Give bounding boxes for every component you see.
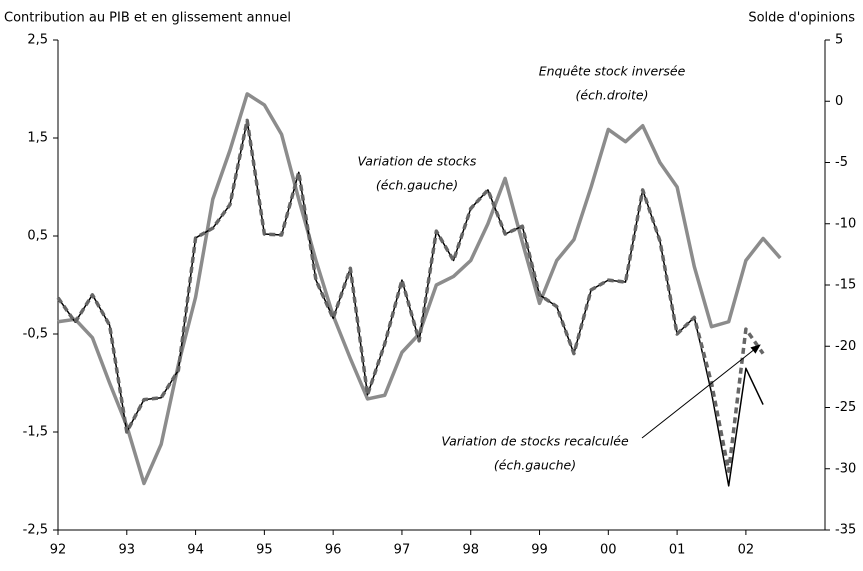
y-tick-label: 1,5 [27,131,48,146]
y2-tick-label: 0 [835,94,843,109]
y-axis-title: Contribution au PIB et en glissement ann… [4,11,291,26]
x-tick-label: 98 [462,543,479,558]
series-line [57,92,782,486]
annotation-arrow [641,344,761,439]
annotation: Enquête stock inversée [539,64,686,79]
y2-tick-label: -10 [835,216,856,231]
y2-tick-label: -30 [835,461,856,476]
annotation: Variation de stocks [358,154,477,169]
y2-axis-title: Solde d'opinions [748,11,855,26]
x-tick-label: 01 [669,543,686,558]
y-tick-label: -2,5 [23,523,48,538]
x-tick-label: 02 [738,543,755,558]
y-tick-label: 2,5 [27,33,48,48]
y-tick-label: -1,5 [23,425,48,440]
x-tick-label: 95 [256,543,273,558]
y-tick-label: -0,5 [23,327,48,342]
x-tick-label: 92 [50,543,67,558]
y2-tick-label: -25 [835,400,856,415]
x-tick-label: 94 [187,543,204,558]
series-line [56,118,765,473]
x-tick-label: 97 [394,543,411,558]
y2-tick-label: -35 [835,523,856,538]
y2-tick-label: -5 [835,155,848,170]
y2-tick-label: -20 [835,339,856,354]
y2-tick-label: -15 [835,278,856,293]
annotation: (éch.gauche) [376,178,458,193]
annotation: (éch.droite) [576,88,649,103]
annotation: Variation de stocks recalculée [441,434,629,449]
y2-tick-label: 5 [835,33,843,48]
x-tick-label: 00 [600,543,617,558]
x-tick-label: 93 [119,543,136,558]
x-tick-label: 96 [325,543,342,558]
annotation: (éch.gauche) [494,458,576,473]
x-tick-label: 99 [531,543,548,558]
y-tick-label: 0,5 [27,229,48,244]
